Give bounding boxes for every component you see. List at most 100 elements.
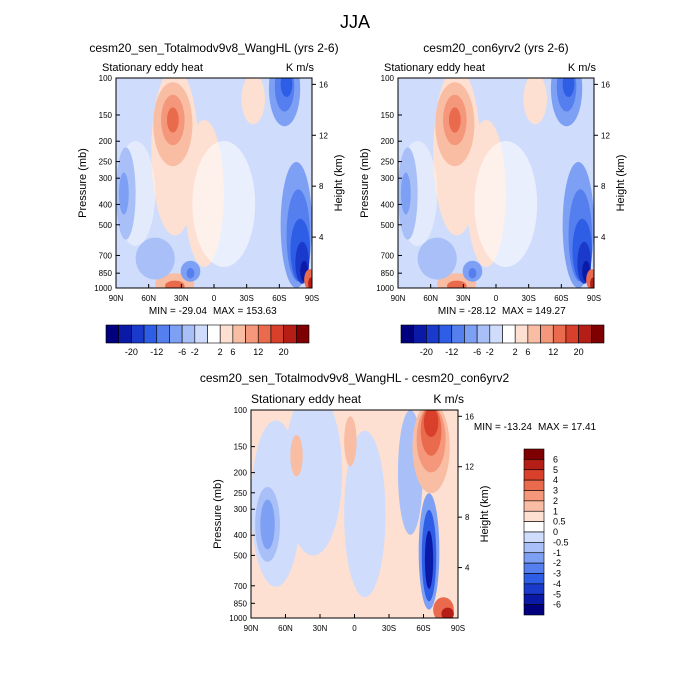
contour-region bbox=[280, 78, 293, 97]
contour-region bbox=[260, 499, 275, 550]
colorbar-label: -3 bbox=[553, 569, 561, 579]
y-tick-label: 100 bbox=[234, 406, 248, 415]
y2-tick-label: 16 bbox=[319, 80, 328, 89]
chart-panel-2: cesm20_con6yrv2 (yrs 2-6) Stationary eddy… bbox=[359, 41, 627, 357]
colorbar-label: 2 bbox=[218, 347, 223, 357]
field bbox=[251, 410, 458, 618]
colorbar-swatch bbox=[514, 324, 529, 344]
contour-region bbox=[241, 78, 265, 125]
colorbar-label: 4 bbox=[553, 475, 558, 485]
x-tick-label: 60N bbox=[423, 294, 438, 303]
contour-region bbox=[474, 141, 538, 267]
y-tick-label: 250 bbox=[381, 158, 395, 167]
contour-region bbox=[344, 416, 357, 467]
contour-region bbox=[135, 237, 175, 280]
y2-axis-label: Height (km) bbox=[479, 486, 491, 543]
colorbar-swatch bbox=[523, 510, 545, 522]
contour-region bbox=[290, 434, 303, 477]
y-tick-label: 250 bbox=[234, 489, 248, 498]
y-tick-label: 500 bbox=[234, 551, 248, 560]
colorbar-swatch bbox=[257, 324, 272, 344]
contour-region bbox=[441, 607, 454, 618]
y-tick-label: 500 bbox=[381, 221, 395, 230]
y-tick-label: 850 bbox=[381, 269, 395, 278]
colorbar-label: 2 bbox=[513, 347, 518, 357]
panel-right-label: K m/s bbox=[433, 392, 464, 406]
y-tick-label: 150 bbox=[99, 111, 113, 120]
y2-tick-label: 8 bbox=[601, 182, 606, 191]
max-label: MAX = 149.27 bbox=[502, 306, 566, 317]
colorbar-swatch bbox=[523, 542, 545, 554]
min-label: MIN = -13.24 bbox=[474, 422, 533, 433]
x-tick-label: 30N bbox=[174, 294, 189, 303]
panel-left-label: Stationary eddy heat bbox=[384, 62, 485, 74]
x-tick-label: 90S bbox=[587, 294, 601, 303]
contour-region bbox=[447, 280, 467, 288]
y-axis-label: Pressure (mb) bbox=[77, 148, 89, 218]
contour-region bbox=[417, 237, 457, 280]
contour-region bbox=[118, 172, 129, 215]
colorbar-swatch bbox=[527, 324, 541, 344]
x-tick-label: 90N bbox=[391, 294, 406, 303]
x-tick-label: 30N bbox=[313, 624, 328, 633]
x-tick-label: 90S bbox=[451, 624, 465, 633]
colorbar-swatch bbox=[523, 469, 545, 481]
colorbar-swatch bbox=[523, 552, 545, 564]
contour-region bbox=[344, 430, 386, 598]
chart-panel-3: cesm20_sen_Totalmodv9v8_WangHL - cesm20_… bbox=[200, 371, 597, 633]
colorbar-swatch bbox=[232, 324, 246, 344]
colorbar-swatch bbox=[181, 324, 196, 344]
colorbar-label: -5 bbox=[553, 589, 561, 599]
colorbar-label: -20 bbox=[420, 347, 433, 357]
colorbar-label: 6 bbox=[230, 347, 235, 357]
y2-tick-label: 4 bbox=[319, 233, 324, 242]
y-tick-label: 700 bbox=[381, 251, 395, 260]
colorbar-swatch bbox=[523, 479, 545, 491]
colorbar-label: -6 bbox=[178, 347, 186, 357]
colorbar-label: 3 bbox=[553, 486, 558, 496]
y-tick-label: 100 bbox=[99, 74, 113, 83]
panel-left-label: Stationary eddy heat bbox=[251, 392, 362, 406]
colorbar-swatch bbox=[283, 324, 297, 344]
colorbar-swatch bbox=[523, 500, 545, 512]
colorbar-label: -1 bbox=[553, 548, 561, 558]
y-tick-label: 200 bbox=[99, 137, 113, 146]
colorbar-swatch bbox=[523, 593, 545, 605]
colorbar-swatch bbox=[523, 604, 545, 616]
colorbar-label: 6 bbox=[553, 454, 558, 464]
y-tick-label: 1000 bbox=[229, 614, 247, 623]
y2-axis-label: Height (km) bbox=[333, 155, 345, 212]
contour-region bbox=[165, 280, 185, 288]
colorbar-swatch bbox=[426, 324, 440, 344]
colorbar-swatch bbox=[219, 324, 234, 344]
colorbar-label: -2 bbox=[553, 558, 561, 568]
x-tick-label: 60N bbox=[141, 294, 156, 303]
y-tick-label: 100 bbox=[381, 74, 395, 83]
colorbar-label: 20 bbox=[279, 347, 289, 357]
panel-title: cesm20_con6yrv2 (yrs 2-6) bbox=[423, 41, 568, 55]
y-tick-label: 1000 bbox=[376, 284, 394, 293]
colorbar-swatch bbox=[464, 324, 478, 344]
y2-tick-label: 12 bbox=[319, 131, 328, 140]
x-tick-label: 0 bbox=[494, 294, 499, 303]
colorbar-swatch bbox=[169, 324, 183, 344]
min-label: MIN = -29.04 bbox=[149, 306, 208, 317]
colorbar-swatch bbox=[502, 324, 516, 344]
colorbar-swatch bbox=[523, 562, 545, 574]
colorbar-swatch bbox=[578, 324, 592, 344]
colorbar-swatch bbox=[451, 324, 465, 344]
colorbar-label: -4 bbox=[553, 579, 561, 589]
colorbar-label: 6 bbox=[525, 347, 530, 357]
y-tick-label: 400 bbox=[381, 200, 395, 209]
colorbar-label: -6 bbox=[473, 347, 481, 357]
colorbar-swatch bbox=[245, 324, 259, 344]
contour-region bbox=[448, 107, 461, 133]
min-label: MIN = -28.12 bbox=[438, 306, 497, 317]
colorbar-swatch bbox=[540, 324, 554, 344]
chart-panel-1: cesm20_sen_Totalmodv9v8_WangHL (yrs 2-6)… bbox=[77, 41, 345, 357]
y2-tick-label: 16 bbox=[601, 80, 610, 89]
colorbar-label: 0.5 bbox=[553, 517, 566, 527]
y-tick-label: 500 bbox=[99, 221, 113, 230]
contour-region bbox=[400, 172, 411, 215]
